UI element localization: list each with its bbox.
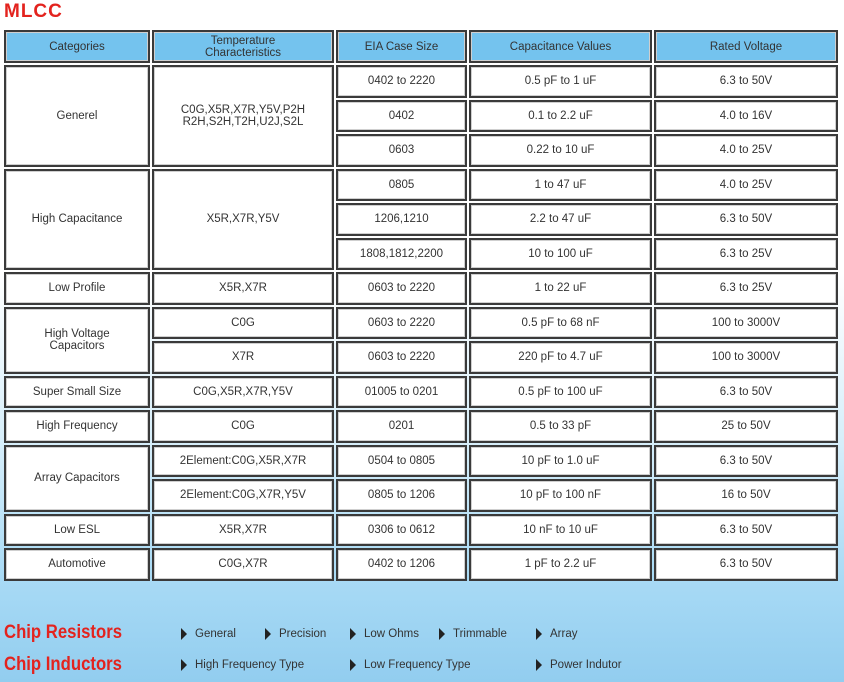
capacitance-cell: 0.22 to 10 uF — [469, 134, 652, 167]
chip-resistors-heading[interactable]: Chip Resistors — [4, 622, 123, 643]
nav-link[interactable]: Power Indutor — [536, 659, 622, 671]
rated-voltage-cell: 100 to 3000V — [654, 306, 838, 339]
triangle-right-icon — [536, 628, 542, 640]
eia-case-size-cell: 0805 to 1206 — [336, 479, 467, 512]
temperature-cell: C0G — [152, 410, 334, 443]
eia-case-size-cell: 0805 — [336, 168, 467, 201]
header-rated-voltage: Rated Voltage — [654, 30, 838, 63]
temperature-cell: X7R — [152, 341, 334, 374]
triangle-right-icon — [265, 628, 271, 640]
header-eia-case-size: EIA Case Size — [336, 30, 467, 63]
nav-link[interactable]: Low Frequency Type — [350, 659, 471, 671]
nav-link-label: General — [195, 628, 236, 640]
rated-voltage-cell: 6.3 to 50V — [654, 65, 838, 98]
header-capacitance: Capacitance Values — [469, 30, 652, 63]
rated-voltage-cell: 16 to 50V — [654, 479, 838, 512]
rated-voltage-cell: 4.0 to 16V — [654, 99, 838, 132]
rated-voltage-cell: 6.3 to 25V — [654, 237, 838, 270]
temperature-cell: C0G,X5R,X7R,Y5V — [152, 375, 334, 408]
capacitance-cell: 0.5 pF to 100 uF — [469, 375, 652, 408]
eia-case-size-cell: 0402 — [336, 99, 467, 132]
nav-link-label: Low Frequency Type — [364, 659, 471, 671]
capacitance-cell: 10 pF to 100 nF — [469, 479, 652, 512]
mlcc-table: Categories Temperature Characteristics EIA… — [4, 30, 838, 581]
eia-case-size-cell: 0306 to 0612 — [336, 513, 467, 546]
rated-voltage-cell: 25 to 50V — [654, 410, 838, 443]
triangle-right-icon — [350, 628, 356, 640]
eia-case-size-cell: 1206,1210 — [336, 203, 467, 236]
eia-case-size-cell: 0201 — [336, 410, 467, 443]
capacitance-cell: 1 to 47 uF — [469, 168, 652, 201]
nav-link[interactable]: Trimmable — [439, 628, 507, 640]
eia-case-size-cell: 0603 to 2220 — [336, 341, 467, 374]
nav-link[interactable]: High Frequency Type — [181, 659, 304, 671]
temperature-cell: C0G — [152, 306, 334, 339]
capacitance-cell: 220 pF to 4.7 uF — [469, 341, 652, 374]
category-cell: High Voltage Capacitors — [4, 306, 150, 374]
eia-case-size-cell: 0504 to 0805 — [336, 444, 467, 477]
nav-link[interactable]: Precision — [265, 628, 326, 640]
category-cell: Super Small Size — [4, 375, 150, 408]
nav-link-label: Power Indutor — [550, 659, 622, 671]
capacitance-cell: 2.2 to 47 uF — [469, 203, 652, 236]
chip-inductors-heading[interactable]: Chip Inductors — [4, 654, 122, 675]
category-cell: Low Profile — [4, 272, 150, 305]
capacitance-cell: 1 pF to 2.2 uF — [469, 548, 652, 581]
rated-voltage-cell: 6.3 to 25V — [654, 272, 838, 305]
temperature-cell: X5R,X7R — [152, 272, 334, 305]
temperature-cell: C0G,X5R,X7R,Y5V,P2H R2H,S2H,T2H,U2J,S2L — [152, 65, 334, 167]
category-cell: Array Capacitors — [4, 444, 150, 512]
capacitance-cell: 1 to 22 uF — [469, 272, 652, 305]
rated-voltage-cell: 4.0 to 25V — [654, 134, 838, 167]
temperature-cell: 2Element:C0G,X7R,Y5V — [152, 479, 334, 512]
nav-link[interactable]: Low Ohms — [350, 628, 419, 640]
capacitance-cell: 0.5 pF to 1 uF — [469, 65, 652, 98]
eia-case-size-cell: 0402 to 2220 — [336, 65, 467, 98]
temperature-cell: X5R,X7R,Y5V — [152, 168, 334, 270]
eia-case-size-cell: 01005 to 0201 — [336, 375, 467, 408]
triangle-right-icon — [439, 628, 445, 640]
category-cell: High Capacitance — [4, 168, 150, 270]
capacitance-cell: 10 pF to 1.0 uF — [469, 444, 652, 477]
category-cell: Low ESL — [4, 513, 150, 546]
rated-voltage-cell: 6.3 to 50V — [654, 375, 838, 408]
triangle-right-icon — [181, 659, 187, 671]
eia-case-size-cell: 0402 to 1206 — [336, 548, 467, 581]
nav-link[interactable]: Array — [536, 628, 577, 640]
category-cell: High Frequency — [4, 410, 150, 443]
nav-link-label: Precision — [279, 628, 327, 640]
page-title: MLCC — [4, 1, 63, 22]
rated-voltage-cell: 6.3 to 50V — [654, 444, 838, 477]
temperature-cell: 2Element:C0G,X5R,X7R — [152, 444, 334, 477]
capacitance-cell: 10 to 100 uF — [469, 237, 652, 270]
rated-voltage-cell: 4.0 to 25V — [654, 168, 838, 201]
eia-case-size-cell: 1808,1812,2200 — [336, 237, 467, 270]
rated-voltage-cell: 6.3 to 50V — [654, 203, 838, 236]
header-categories: Categories — [4, 30, 150, 63]
triangle-right-icon — [350, 659, 356, 671]
capacitance-cell: 0.5 pF to 68 nF — [469, 306, 652, 339]
temperature-cell: X5R,X7R — [152, 513, 334, 546]
capacitance-cell: 10 nF to 10 uF — [469, 513, 652, 546]
eia-case-size-cell: 0603 to 2220 — [336, 272, 467, 305]
nav-link-label: Low Ohms — [364, 628, 419, 640]
header-temperature: Temperature Characteristics — [152, 30, 334, 63]
rated-voltage-cell: 6.3 to 50V — [654, 513, 838, 546]
capacitance-cell: 0.1 to 2.2 uF — [469, 99, 652, 132]
triangle-right-icon — [536, 659, 542, 671]
rated-voltage-cell: 6.3 to 50V — [654, 548, 838, 581]
rated-voltage-cell: 100 to 3000V — [654, 341, 838, 374]
nav-link[interactable]: General — [181, 628, 236, 640]
category-cell: Automotive — [4, 548, 150, 581]
temperature-cell: C0G,X7R — [152, 548, 334, 581]
capacitance-cell: 0.5 to 33 pF — [469, 410, 652, 443]
nav-link-label: Trimmable — [453, 628, 507, 640]
nav-link-label: High Frequency Type — [195, 659, 305, 671]
eia-case-size-cell: 0603 — [336, 134, 467, 167]
triangle-right-icon — [181, 628, 187, 640]
nav-link-label: Array — [550, 628, 578, 640]
category-cell: Generel — [4, 65, 150, 167]
eia-case-size-cell: 0603 to 2220 — [336, 306, 467, 339]
